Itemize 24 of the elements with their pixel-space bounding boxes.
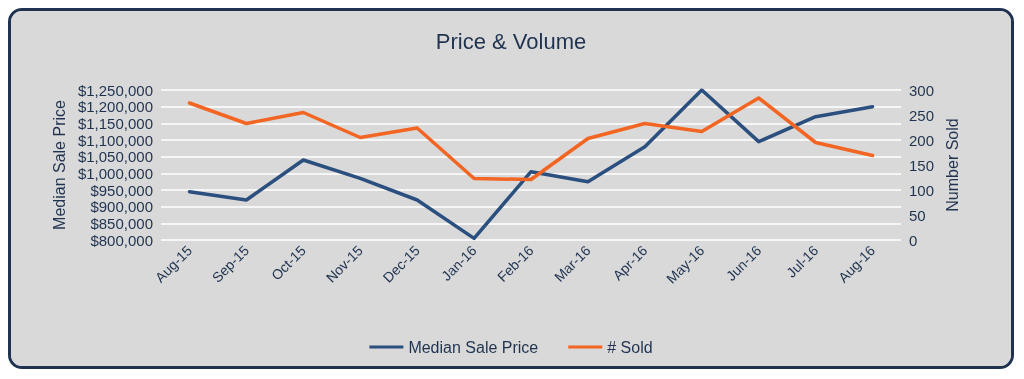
- chart-title: Price & Volume: [435, 28, 587, 54]
- y2-tick-label: 100: [909, 181, 935, 199]
- y-tick-label: $1,000,000: [77, 164, 153, 182]
- legend-label: Median Sale Price: [408, 338, 539, 356]
- y-tick-label: $850,000: [90, 214, 153, 232]
- y-tick-label: $900,000: [90, 198, 153, 216]
- y2-tick-label: 150: [909, 156, 935, 174]
- y-tick-label: $800,000: [90, 231, 153, 249]
- y2-tick-label: 0: [909, 231, 918, 249]
- y-tick-label: $1,200,000: [77, 98, 153, 116]
- y2-tick-label: 50: [909, 206, 926, 224]
- line-series: [187, 96, 875, 182]
- y2-tick-label: 300: [909, 81, 935, 99]
- y-tick-label: $950,000: [90, 181, 153, 199]
- legend-label: # Sold: [607, 338, 653, 356]
- y-axis-title: Median Sale Price: [50, 99, 68, 230]
- y-tick-label: $1,250,000: [77, 81, 153, 99]
- y-tick-label: $1,100,000: [77, 131, 153, 149]
- y-tick-label: $1,050,000: [77, 148, 153, 166]
- y2-axis-title: Number Sold: [944, 118, 962, 212]
- y2-tick-label: 250: [909, 106, 935, 124]
- line-series: [187, 88, 875, 241]
- y-tick-label: $1,150,000: [77, 114, 153, 132]
- y2-tick-label: 200: [909, 131, 935, 149]
